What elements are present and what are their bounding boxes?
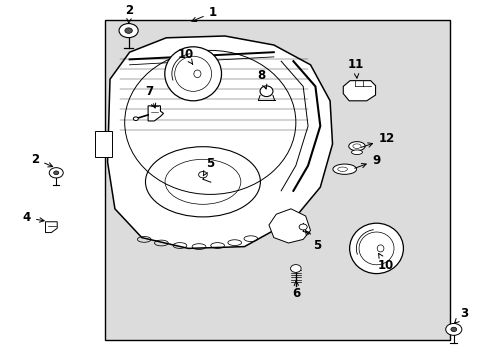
Bar [95,131,112,157]
Text: 11: 11 [347,58,364,78]
Ellipse shape [349,223,403,274]
Circle shape [445,323,461,336]
Text: 8: 8 [257,69,266,89]
Polygon shape [107,36,332,248]
Text: 2: 2 [125,4,133,23]
Circle shape [290,265,301,273]
Circle shape [198,171,207,178]
Text: 3: 3 [454,307,468,323]
Polygon shape [268,209,310,243]
Text: 5: 5 [203,157,214,176]
Ellipse shape [332,164,356,174]
Circle shape [119,23,138,38]
Text: 5: 5 [305,231,320,252]
Ellipse shape [348,141,365,151]
Text: 6: 6 [292,281,300,300]
Ellipse shape [260,86,272,96]
Text: 10: 10 [177,48,194,64]
Text: 7: 7 [145,85,155,108]
Text: 2: 2 [31,153,53,167]
Circle shape [450,327,456,332]
Circle shape [49,168,63,178]
Circle shape [124,28,132,33]
Polygon shape [45,222,57,233]
Text: 1: 1 [191,6,216,22]
Polygon shape [148,106,163,121]
Circle shape [54,171,59,175]
Circle shape [299,224,306,230]
Circle shape [133,117,138,121]
Text: 9: 9 [354,154,380,168]
Text: 4: 4 [23,211,44,224]
Bar [105,20,449,340]
Ellipse shape [164,47,221,101]
Polygon shape [343,81,375,101]
Text: 10: 10 [377,253,394,272]
Text: 12: 12 [360,132,394,148]
Ellipse shape [351,150,362,154]
